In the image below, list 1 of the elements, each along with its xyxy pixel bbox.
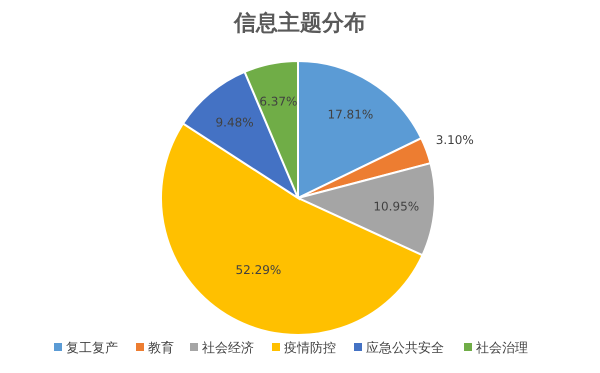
title: 信息主题分布: [234, 11, 366, 36]
